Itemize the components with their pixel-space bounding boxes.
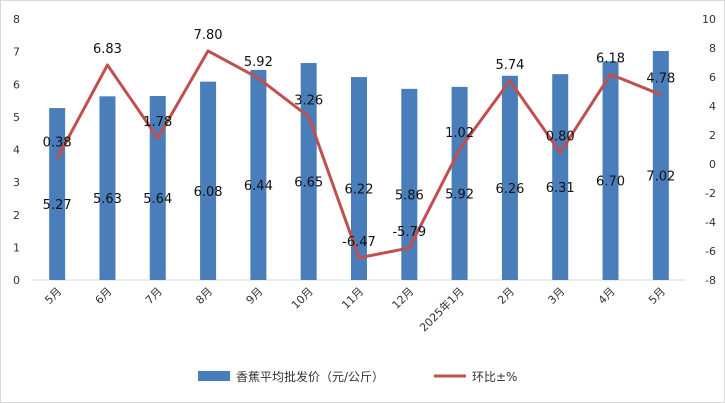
bar-data-label: 6.22 (345, 183, 374, 198)
line-layer (55, 49, 662, 260)
y-left-tick-label: 6 (13, 78, 20, 91)
bar-data-label: 7.02 (646, 169, 675, 184)
line-data-label: 1.02 (445, 126, 474, 141)
y-right-tick-label: 2 (709, 129, 716, 142)
bar-data-label: 6.31 (546, 181, 575, 196)
y-right-tick-label: -8 (705, 274, 716, 287)
bar (602, 61, 619, 280)
line-data-label: 1.78 (143, 115, 172, 130)
line-data-label: 4.78 (646, 72, 675, 87)
bar-data-label: 6.65 (294, 176, 323, 191)
bar (652, 50, 669, 280)
bar-data-label: 5.64 (143, 192, 172, 207)
bar-data-label: 5.86 (395, 188, 424, 203)
line-data-label: 5.92 (244, 55, 273, 70)
line-series (55, 49, 662, 260)
y-left-tick-label: 3 (13, 176, 20, 189)
bar-data-label: 6.44 (244, 179, 273, 194)
legend-bar-swatch (198, 371, 230, 381)
line-data-label: 3.26 (294, 94, 323, 109)
bar (552, 74, 569, 280)
legend-line-label: 环比±% (472, 370, 517, 384)
line-data-label: 6.83 (93, 42, 122, 57)
y-right-tick-label: -2 (705, 187, 716, 200)
bar (501, 75, 518, 280)
bar-data-label: 5.27 (43, 198, 72, 213)
bar-data-label: 6.70 (596, 175, 625, 190)
bar-data-label: 6.26 (495, 182, 524, 197)
bar (200, 81, 217, 280)
bar-data-label: 5.63 (93, 192, 122, 207)
line-data-label: 0.38 (43, 135, 72, 150)
bar (99, 96, 116, 280)
y-right-tick-label: 0 (709, 158, 716, 171)
y-left-tick-label: 7 (13, 46, 20, 59)
y-left-tick-label: 1 (13, 241, 20, 254)
bar-data-label: 6.08 (194, 185, 223, 200)
y-left-tick-label: 5 (13, 111, 20, 124)
y-right-tick-label: 6 (709, 71, 716, 84)
bar (149, 95, 166, 281)
legend: 香蕉平均批发价（元/公斤） 环比±% (198, 369, 517, 384)
bar (250, 69, 267, 281)
line-data-label: 7.80 (194, 28, 223, 43)
y-right-tick-label: 4 (709, 100, 716, 113)
y-right-tick-label: 10 (702, 13, 716, 26)
line-data-label: 6.18 (596, 51, 625, 66)
line-data-label: -5.79 (392, 225, 426, 240)
line-data-label: 5.74 (495, 58, 524, 73)
labels-layer: 5.27 5.63 5.64 6.08 6.44 6.65 6.22 5.86 5.92 6.26… (43, 28, 676, 250)
y-right-tick-label: 8 (709, 42, 716, 55)
line-data-label: -6.47 (342, 235, 376, 250)
y-left-tick-label: 2 (13, 209, 20, 222)
bar (49, 108, 66, 280)
y-left-tick-label: 0 (13, 274, 20, 287)
y-right-tick-label: -6 (705, 245, 716, 258)
y-left-tick-label: 4 (13, 144, 20, 157)
bar (401, 88, 418, 280)
bar (451, 86, 468, 280)
bar (351, 77, 367, 280)
line-data-label: 0.80 (546, 129, 575, 144)
bar (300, 63, 317, 281)
legend-bar-label: 香蕉平均批发价（元/公斤） (236, 369, 384, 384)
bar-data-label: 5.92 (445, 187, 474, 202)
y-left-tick-label: 8 (13, 13, 20, 26)
y-right-tick-label: -4 (705, 216, 716, 229)
